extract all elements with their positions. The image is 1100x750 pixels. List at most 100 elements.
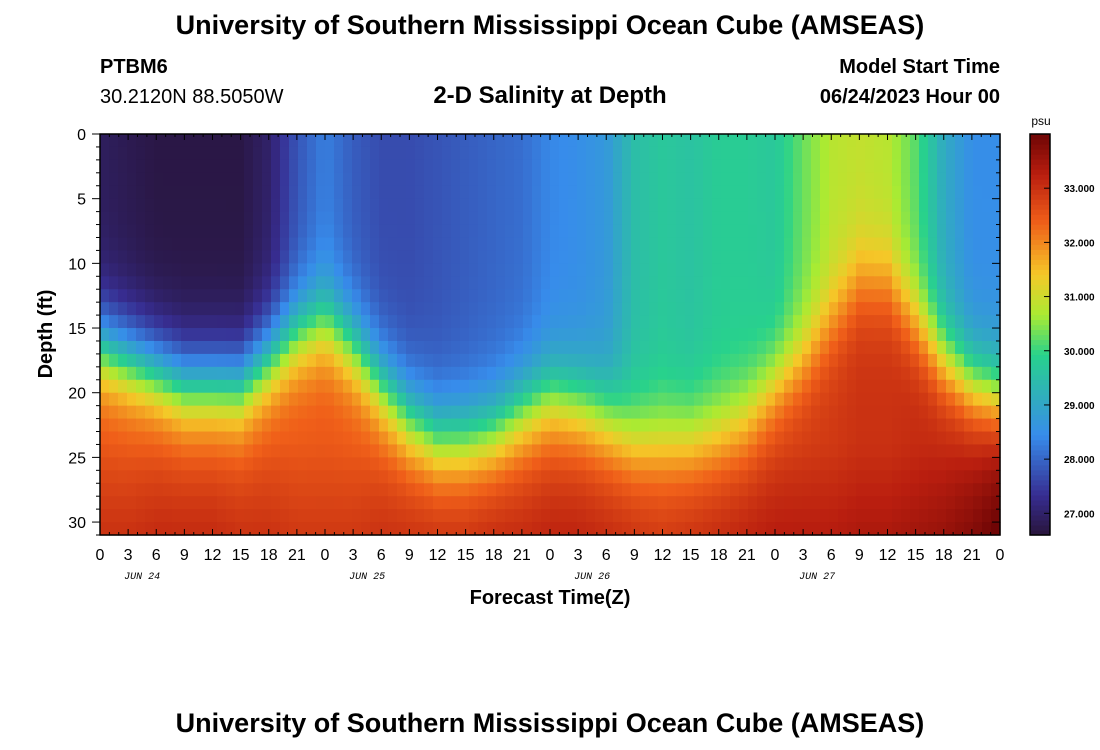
heatmap-cell <box>586 185 596 200</box>
heatmap-cell <box>523 431 533 446</box>
heatmap-cell <box>145 211 155 226</box>
heatmap-cell <box>775 263 785 277</box>
heatmap-cell <box>982 185 992 200</box>
heatmap-cell <box>280 237 290 252</box>
heatmap-cell <box>514 289 524 303</box>
heatmap-cell <box>334 379 344 394</box>
heatmap-cell <box>649 211 659 226</box>
heatmap-cell <box>469 470 479 484</box>
heatmap-cell <box>712 172 722 187</box>
heatmap-cell <box>604 237 614 252</box>
heatmap-cell <box>244 444 254 458</box>
heatmap-cell <box>865 159 875 174</box>
heatmap-cell <box>622 276 632 290</box>
heatmap-cell <box>460 405 470 420</box>
heatmap-cell <box>883 198 893 213</box>
heatmap-cell <box>289 431 299 446</box>
heatmap-cell <box>298 509 308 523</box>
heatmap-cell <box>838 224 848 239</box>
heatmap-cell <box>478 211 488 226</box>
heatmap-cell <box>199 509 209 523</box>
heatmap-cell <box>514 366 524 381</box>
heatmap-cell <box>613 353 623 368</box>
heatmap-cell <box>334 483 344 497</box>
heatmap-cell <box>523 340 533 355</box>
heatmap-cell <box>298 315 308 329</box>
heatmap-cell <box>343 250 353 264</box>
heatmap-cell <box>451 289 461 303</box>
heatmap-cell <box>289 224 299 239</box>
heatmap-cell <box>226 198 236 213</box>
heatmap-cell <box>856 444 866 458</box>
heatmap-cell <box>793 172 803 187</box>
heatmap-cell <box>496 366 506 381</box>
heatmap-cell <box>523 185 533 200</box>
heatmap-cell <box>379 276 389 290</box>
heatmap-cell <box>883 315 893 329</box>
heatmap-cell <box>757 172 767 187</box>
heatmap-cell <box>460 379 470 394</box>
heatmap-cell <box>352 392 362 407</box>
heatmap-cell <box>271 392 281 407</box>
heatmap-cell <box>514 263 524 277</box>
heatmap-cell <box>793 353 803 368</box>
heatmap-cell <box>901 379 911 394</box>
heatmap-cell <box>199 237 209 252</box>
heatmap-cell <box>100 146 110 161</box>
heatmap-cell <box>838 289 848 303</box>
heatmap-cell <box>784 250 794 264</box>
heatmap-cell <box>154 276 164 290</box>
heatmap-cell <box>181 522 191 536</box>
x-tick-label: 0 <box>546 547 555 564</box>
heatmap-cell <box>118 198 128 213</box>
heatmap-cell <box>829 159 839 174</box>
colorbar-segment <box>1030 284 1050 290</box>
heatmap-cell <box>307 289 317 303</box>
heatmap-cell <box>856 198 866 213</box>
heatmap-cell <box>415 328 425 342</box>
heatmap-cell <box>199 444 209 458</box>
heatmap-cell <box>757 211 767 226</box>
heatmap-cell <box>694 224 704 239</box>
heatmap-cell <box>361 379 371 394</box>
heatmap-cell <box>730 289 740 303</box>
heatmap-cell <box>973 211 983 226</box>
heatmap-cell <box>298 418 308 433</box>
heatmap-cell <box>766 237 776 252</box>
heatmap-cell <box>370 392 380 407</box>
heatmap-cell <box>127 276 137 290</box>
heatmap-cell <box>595 444 605 458</box>
heatmap-cell <box>622 302 632 316</box>
heatmap-cell <box>883 457 893 471</box>
heatmap-cell <box>442 302 452 316</box>
heatmap-cell <box>568 340 578 355</box>
heatmap-cell <box>811 224 821 239</box>
heatmap-cell <box>532 198 542 213</box>
heatmap-cell <box>802 522 812 536</box>
colorbar: 27.00028.00029.00030.00031.00032.00033.0… <box>1029 133 1095 536</box>
heatmap-cell <box>451 250 461 264</box>
heatmap-cell <box>973 496 983 510</box>
heatmap-cell <box>370 289 380 303</box>
heatmap-cell <box>442 379 452 394</box>
heatmap-cell <box>793 483 803 497</box>
heatmap-cell <box>856 366 866 381</box>
heatmap-cell <box>451 134 461 148</box>
heatmap-cell <box>892 483 902 497</box>
heatmap-cell <box>406 289 416 303</box>
heatmap-cell <box>739 509 749 523</box>
heatmap-cell <box>910 457 920 471</box>
heatmap-cell <box>361 211 371 226</box>
heatmap-cell <box>559 496 569 510</box>
heatmap-cell <box>775 418 785 433</box>
heatmap-cell <box>712 263 722 277</box>
heatmap-cell <box>226 328 236 342</box>
heatmap-cell <box>784 289 794 303</box>
heatmap-cell <box>433 250 443 264</box>
heatmap-cell <box>388 522 398 536</box>
heatmap-cell <box>370 250 380 264</box>
heatmap-cell <box>532 134 542 148</box>
heatmap-cell <box>136 134 146 148</box>
heatmap-cell <box>874 159 884 174</box>
heatmap-cell <box>307 522 317 536</box>
